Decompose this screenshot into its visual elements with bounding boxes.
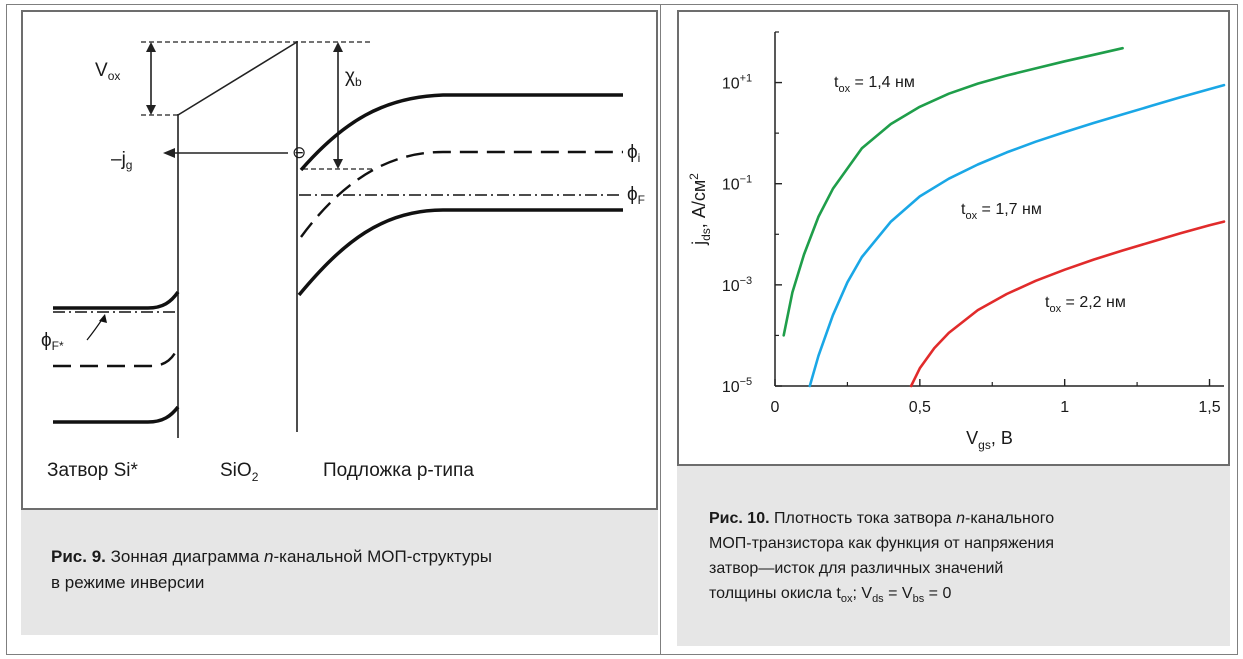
chi-arrow-head-top [333, 42, 343, 52]
y-tick-label: 10−5 [722, 376, 752, 396]
chi-arrow-head-bottom [333, 159, 343, 169]
chart-labels: Vgs, В jds, А/см2 tox = 1,4 нм tox = 1,7 нм… [687, 74, 1126, 452]
electron-icon: ⊖ [292, 143, 306, 162]
page-border [6, 4, 1238, 655]
chart-axes: 0 0,5 1 1,5 10+1 10−1 10−3 10−5 [722, 31, 1224, 416]
column-divider [660, 4, 661, 655]
phi-fstar-label: ϕF* [41, 330, 64, 353]
jg-label: –jg [111, 149, 132, 172]
series-label-1: tox = 1,4 нм [834, 74, 915, 95]
x-tick-label: 0,5 [909, 399, 931, 416]
phi-f-label: ϕF [627, 184, 645, 207]
figure-10-caption-label: Рис. 10. [709, 510, 770, 527]
figure-10-caption: Рис. 10. Плотность тока затвора n-каналь… [709, 510, 1055, 606]
substrate-intrinsic-level [300, 150, 623, 238]
vox-arrow-head-top [146, 42, 156, 52]
vox-arrow-head-bottom [146, 105, 156, 115]
y-tick-label: 10+1 [722, 73, 752, 93]
gate-intrinsic-level [53, 346, 180, 368]
oxide-region-label: SiO2 [220, 460, 259, 484]
phi-i-label: ϕi [627, 142, 640, 165]
gate-region-label: Затвор Si* [47, 460, 139, 481]
gate-valence-band [53, 405, 180, 424]
x-tick-label: 0 [771, 399, 780, 416]
series-line-2 [808, 83, 1226, 388]
y-axis-title: jds, А/см2 [687, 173, 713, 246]
series-line-1 [782, 46, 1124, 337]
figure-9-caption: Рис. 9. Зонная диаграмма n-канальной МОП… [51, 547, 492, 592]
substrate-valence-band [297, 208, 623, 297]
gate-conduction-band [53, 290, 180, 310]
band-diagram: Vox χb ⊖ –jg ϕi ϕF ϕF* Затвор Si* SiO2 П… [41, 41, 645, 484]
figure-10: 0 0,5 1 1,5 10+1 10−1 10−3 10−5 Vgs, В jds, А/см… [677, 10, 1230, 466]
tunneling-arrow-head [163, 148, 175, 158]
gate-current-chart: 0 0,5 1 1,5 10+1 10−1 10−3 10−5 Vgs, В jds, А/см… [687, 31, 1226, 452]
series-label-2: tox = 1,7 нм [961, 201, 1042, 222]
y-tick-label: 10−1 [722, 174, 752, 194]
x-tick-label: 1 [1060, 399, 1069, 416]
vox-label: Vox [95, 60, 120, 83]
x-axis-title: Vgs, В [966, 428, 1013, 452]
figure-10-caption-panel: Рис. 10. Плотность тока затвора n-каналь… [677, 466, 1230, 646]
figure-9-caption-label: Рис. 9. [51, 547, 106, 566]
oxide-band-edge [177, 41, 298, 116]
phi-fstar-pointer-head [99, 314, 107, 323]
substrate-conduction-band [299, 93, 623, 172]
chart-series [782, 46, 1226, 388]
series-line-3 [909, 220, 1226, 388]
figure-9-caption-panel: Рис. 9. Зонная диаграмма n-канальной МОП… [21, 510, 658, 635]
y-tick-label: 10−3 [722, 275, 752, 295]
figure-9: Vox χb ⊖ –jg ϕi ϕF ϕF* Затвор Si* SiO2 П… [21, 10, 658, 510]
x-tick-label: 1,5 [1198, 399, 1220, 416]
chi-label: χb [345, 66, 362, 89]
substrate-region-label: Подложка p-типа [323, 460, 474, 481]
series-label-3: tox = 2,2 нм [1045, 294, 1126, 315]
